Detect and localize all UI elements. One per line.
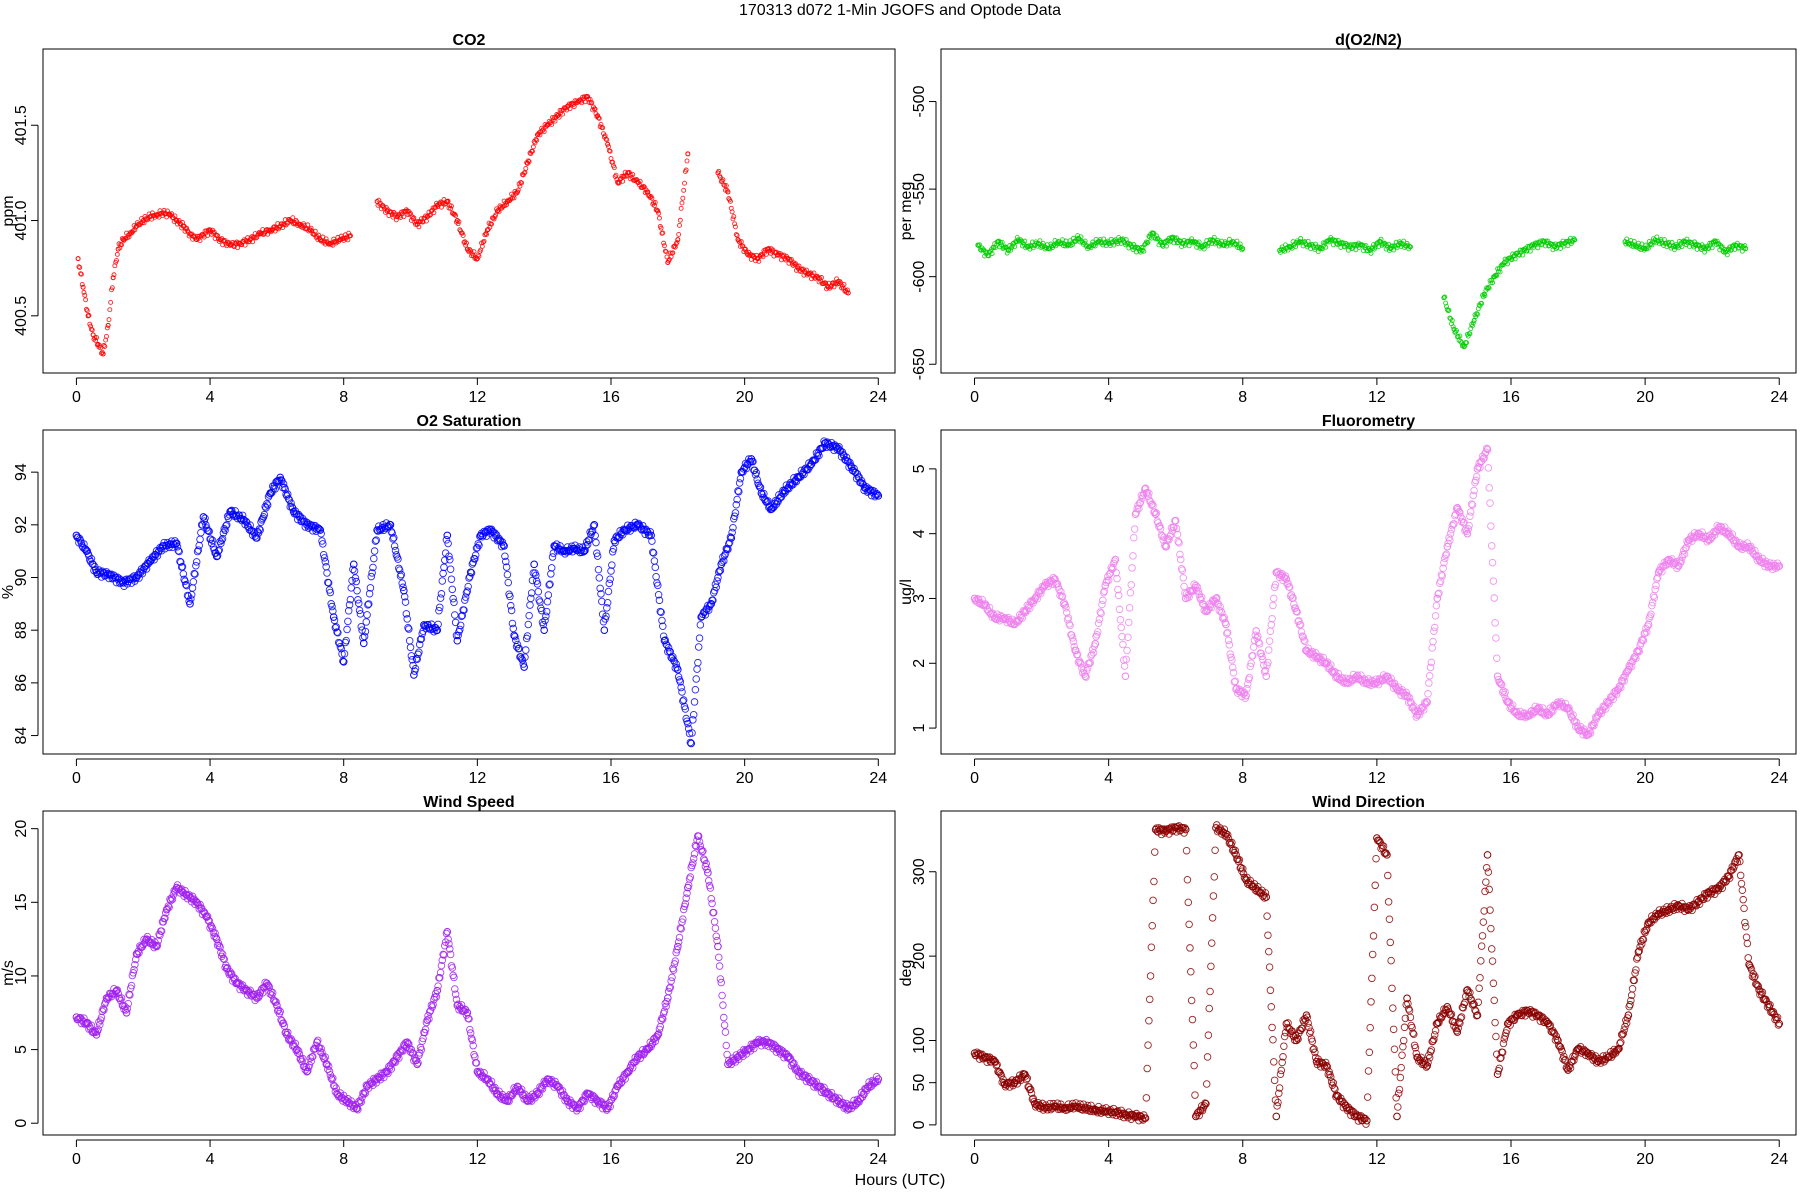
panel-title: CO2	[453, 32, 486, 49]
minute-sample	[122, 236, 128, 242]
minute-sample	[323, 236, 329, 242]
minute-samples	[76, 93, 850, 356]
minute-sample	[86, 312, 92, 318]
x-tick-label: 4	[206, 389, 215, 406]
minute-sample	[108, 299, 114, 305]
minute-sample	[81, 289, 87, 295]
minute-sample	[78, 271, 84, 277]
y-tick-label: 401.0	[13, 200, 30, 240]
minute-sample	[676, 231, 682, 237]
minute-sample	[114, 251, 120, 257]
data-point	[105, 322, 111, 328]
minute-sample	[141, 220, 147, 226]
minute-sample	[305, 222, 311, 228]
minute-sample	[76, 264, 82, 270]
data-point	[75, 256, 81, 262]
minute-sample	[177, 221, 183, 226]
minute-sample	[107, 307, 113, 313]
minute-sample	[523, 166, 529, 171]
minute-sample	[94, 335, 99, 340]
minute-sample	[133, 224, 139, 230]
minute-sample	[89, 327, 95, 333]
minute-sample	[84, 308, 90, 314]
minute-sample	[88, 326, 94, 332]
minute-sample	[290, 215, 296, 221]
minute-sample	[530, 144, 536, 150]
minute-sample	[678, 205, 684, 211]
minute-sample	[126, 234, 132, 240]
minute-sample	[114, 258, 119, 263]
x-axis-label: Hours (UTC)	[854, 1172, 946, 1189]
minute-sample	[682, 180, 687, 186]
y-tick-label: 401.5	[13, 105, 30, 145]
minute-sample	[104, 325, 110, 331]
minute-sample	[82, 292, 88, 298]
minute-sample	[263, 227, 269, 233]
data-point	[675, 237, 681, 243]
minute-sample	[104, 333, 109, 339]
data-point	[80, 284, 86, 290]
minute-sample	[250, 239, 256, 245]
y-axis: 400.5 401.0 401.5	[13, 105, 39, 336]
minute-sample	[680, 195, 686, 201]
figure-title: 170313 d072 1-Min JGOFS and Optode Data	[739, 2, 1061, 19]
minute-sample	[109, 285, 115, 291]
x-tick-label: 12	[468, 389, 486, 406]
minute-sample	[681, 187, 687, 193]
minute-sample	[308, 225, 314, 231]
minute-sample	[684, 158, 690, 164]
minute-sample	[197, 238, 203, 244]
minute-sample	[101, 342, 107, 348]
data-point	[110, 275, 116, 281]
plot-frame	[42, 48, 896, 374]
minute-sample	[93, 338, 99, 343]
y-tick-label: 400.5	[13, 296, 30, 336]
minute-sample	[102, 344, 108, 349]
minute-sample	[677, 222, 682, 228]
x-tick-label: 16	[602, 389, 620, 406]
data-point	[605, 141, 611, 147]
minute-sample	[99, 350, 104, 356]
minute-sample	[235, 245, 241, 251]
minute-sample	[679, 200, 685, 206]
minute-sample	[99, 349, 105, 355]
minute-sample	[312, 228, 318, 234]
x-tick-label: 8	[339, 389, 348, 406]
minute-sample	[77, 265, 83, 271]
minute-sample	[316, 232, 322, 238]
minute-sample	[119, 242, 124, 248]
x-axis: 0 4 8 12 16 20 24	[72, 377, 887, 406]
minute-sample	[128, 229, 134, 235]
x-tick-label: 20	[736, 389, 754, 406]
minute-sample	[220, 238, 226, 244]
data-point	[615, 179, 621, 185]
data-point	[685, 151, 691, 157]
x-tick-label: 24	[869, 389, 887, 406]
minute-sample	[662, 243, 667, 249]
minute-sample	[79, 282, 85, 287]
minute-sample	[273, 225, 279, 230]
minute-sample	[661, 240, 667, 246]
minute-sample	[195, 233, 200, 239]
minute-sample	[677, 217, 683, 223]
minute-sample	[106, 317, 112, 323]
minute-sample	[184, 225, 190, 231]
minute-sample	[98, 345, 104, 351]
minute-sample	[83, 297, 89, 303]
y-axis-label: ppm	[0, 195, 17, 226]
minute-sample	[111, 272, 117, 278]
minute-sample	[656, 215, 662, 221]
minute-sample	[139, 220, 145, 226]
x-tick-label: 0	[72, 389, 81, 406]
minute-sample	[242, 242, 248, 248]
minute-sample	[330, 242, 336, 248]
minute-sample	[215, 236, 221, 242]
minute-sample	[132, 227, 138, 233]
